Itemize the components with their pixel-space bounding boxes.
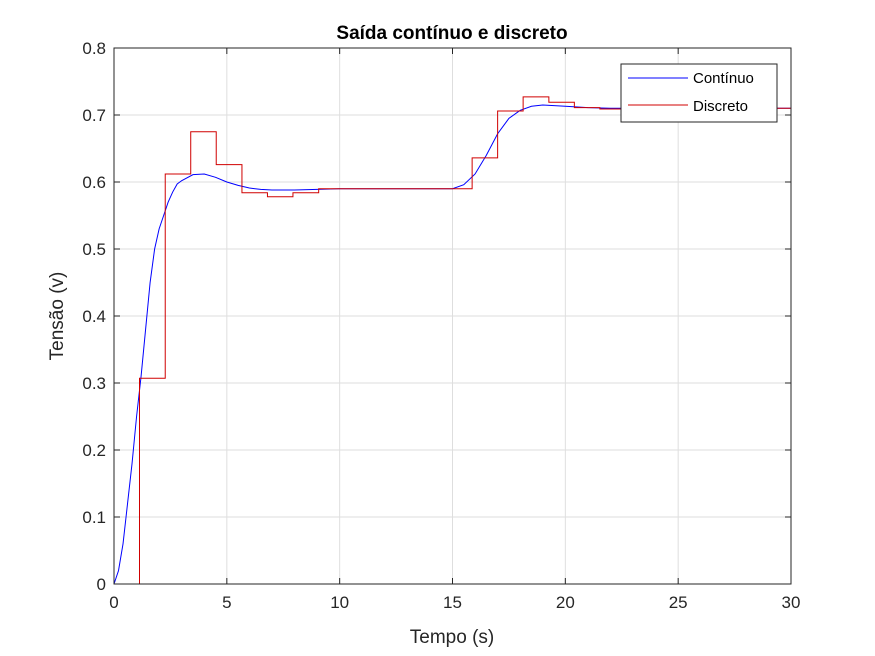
y-tick-label: 0.2: [82, 441, 106, 460]
x-tick-label: 5: [222, 593, 231, 612]
legend-label-discreto: Discreto: [693, 98, 748, 115]
y-tick-label: 0.3: [82, 374, 106, 393]
chart-title: Saída contínuo e discreto: [336, 23, 567, 44]
legend: Contínuo Discreto: [620, 63, 778, 123]
x-tick-label: 20: [556, 593, 575, 612]
y-tick-label: 0.5: [82, 240, 106, 259]
x-tick-label: 10: [330, 593, 349, 612]
y-tick-label: 0.4: [82, 307, 106, 326]
x-axis-label: Tempo (s): [410, 627, 494, 648]
tick-marks: [113, 47, 792, 585]
y-tick-label: 0.8: [82, 39, 106, 58]
y-tick-label: 0.6: [82, 173, 106, 192]
x-tick-label: 15: [443, 593, 462, 612]
legend-label-continuo: Contínuo: [693, 70, 754, 87]
y-axis-label: Tensão (v): [47, 272, 68, 361]
y-tick-label: 0.1: [82, 508, 106, 527]
y-tick-label: 0.7: [82, 106, 106, 125]
x-tick-label: 30: [782, 593, 801, 612]
x-tick-labels: 0 5 10 15 20 25 30: [109, 593, 800, 612]
grid-lines: [114, 48, 791, 584]
y-tick-labels: 0 0.1 0.2 0.3 0.4 0.5 0.6 0.7 0.8: [82, 39, 106, 594]
legend-box: [620, 63, 778, 123]
x-tick-label: 25: [669, 593, 688, 612]
y-tick-label: 0: [97, 575, 106, 594]
x-tick-label: 0: [109, 593, 118, 612]
